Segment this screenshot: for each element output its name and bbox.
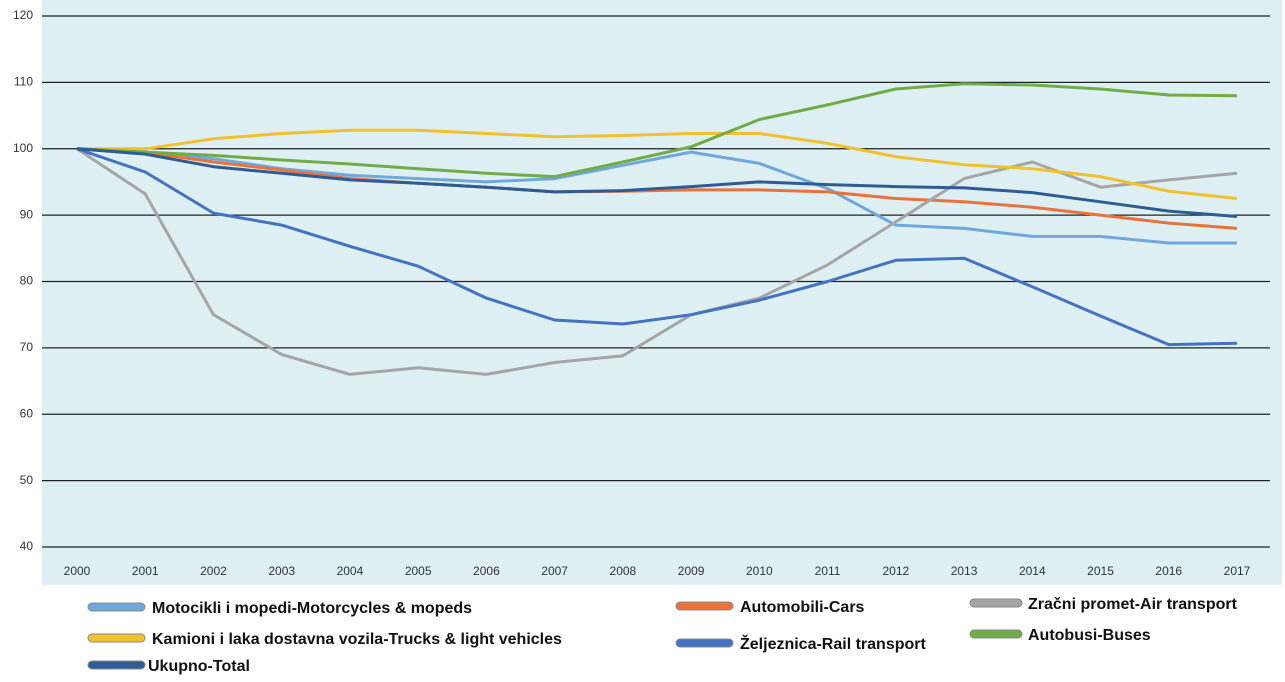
x-tick-label: 2003 bbox=[268, 564, 295, 578]
legend-label: Željeznica-Rail transport bbox=[740, 634, 926, 653]
legend-label: Motocikli i mopedi-Motorcycles & mopeds bbox=[152, 600, 472, 617]
x-tick-label: 2002 bbox=[200, 564, 227, 578]
legend-label: Automobili-Cars bbox=[740, 599, 865, 616]
y-tick-label: 40 bbox=[20, 539, 34, 553]
y-tick-label: 80 bbox=[20, 274, 34, 288]
x-tick-label: 2010 bbox=[746, 564, 773, 578]
x-tick-label: 2013 bbox=[951, 564, 978, 578]
legend-label: Autobusi-Buses bbox=[1028, 627, 1151, 644]
y-tick-label: 120 bbox=[13, 8, 33, 22]
x-tick-label: 2011 bbox=[815, 564, 841, 578]
series-line bbox=[76, 147, 1238, 347]
series-line bbox=[76, 147, 1238, 218]
legend-marker bbox=[675, 638, 734, 648]
legend-label: Kamioni i laka dostavna vozila-Trucks & … bbox=[152, 631, 562, 648]
legend-marker bbox=[87, 633, 146, 643]
plot-background bbox=[42, 0, 1282, 585]
x-tick-label: 2017 bbox=[1224, 564, 1251, 578]
x-tick-label: 2006 bbox=[473, 564, 500, 578]
series-line bbox=[76, 147, 1237, 245]
legend-marker bbox=[969, 629, 1023, 639]
y-tick-label: 110 bbox=[14, 75, 33, 89]
legend-marker bbox=[675, 601, 734, 611]
x-tick-label: 2007 bbox=[541, 564, 568, 578]
legend-marker bbox=[87, 602, 146, 612]
legend-label: Zračni promet-Air transport bbox=[1028, 596, 1238, 613]
legend-marker bbox=[87, 660, 146, 670]
x-tick-label: 2001 bbox=[132, 564, 159, 578]
x-tick-label: 2016 bbox=[1155, 564, 1182, 578]
series-line bbox=[77, 128, 1238, 200]
y-tick-label: 70 bbox=[20, 340, 34, 354]
y-tick-label: 50 bbox=[20, 473, 34, 487]
y-tick-label: 100 bbox=[13, 141, 33, 155]
x-tick-label: 2009 bbox=[678, 564, 705, 578]
x-tick-label: 2014 bbox=[1019, 564, 1046, 578]
series-line bbox=[76, 82, 1238, 179]
series-line bbox=[76, 147, 1238, 230]
x-tick-label: 2000 bbox=[64, 564, 91, 578]
y-tick-label: 90 bbox=[20, 207, 34, 221]
x-tick-label: 2004 bbox=[337, 564, 364, 578]
y-tick-label: 60 bbox=[20, 406, 34, 420]
series-line bbox=[76, 147, 1238, 376]
legend-label: Ukupno-Total bbox=[148, 658, 250, 675]
x-tick-label: 2015 bbox=[1087, 564, 1114, 578]
x-tick-label: 2008 bbox=[610, 564, 637, 578]
legend-marker bbox=[969, 598, 1023, 608]
x-tick-label: 2005 bbox=[405, 564, 432, 578]
x-tick-label: 2012 bbox=[882, 564, 909, 578]
